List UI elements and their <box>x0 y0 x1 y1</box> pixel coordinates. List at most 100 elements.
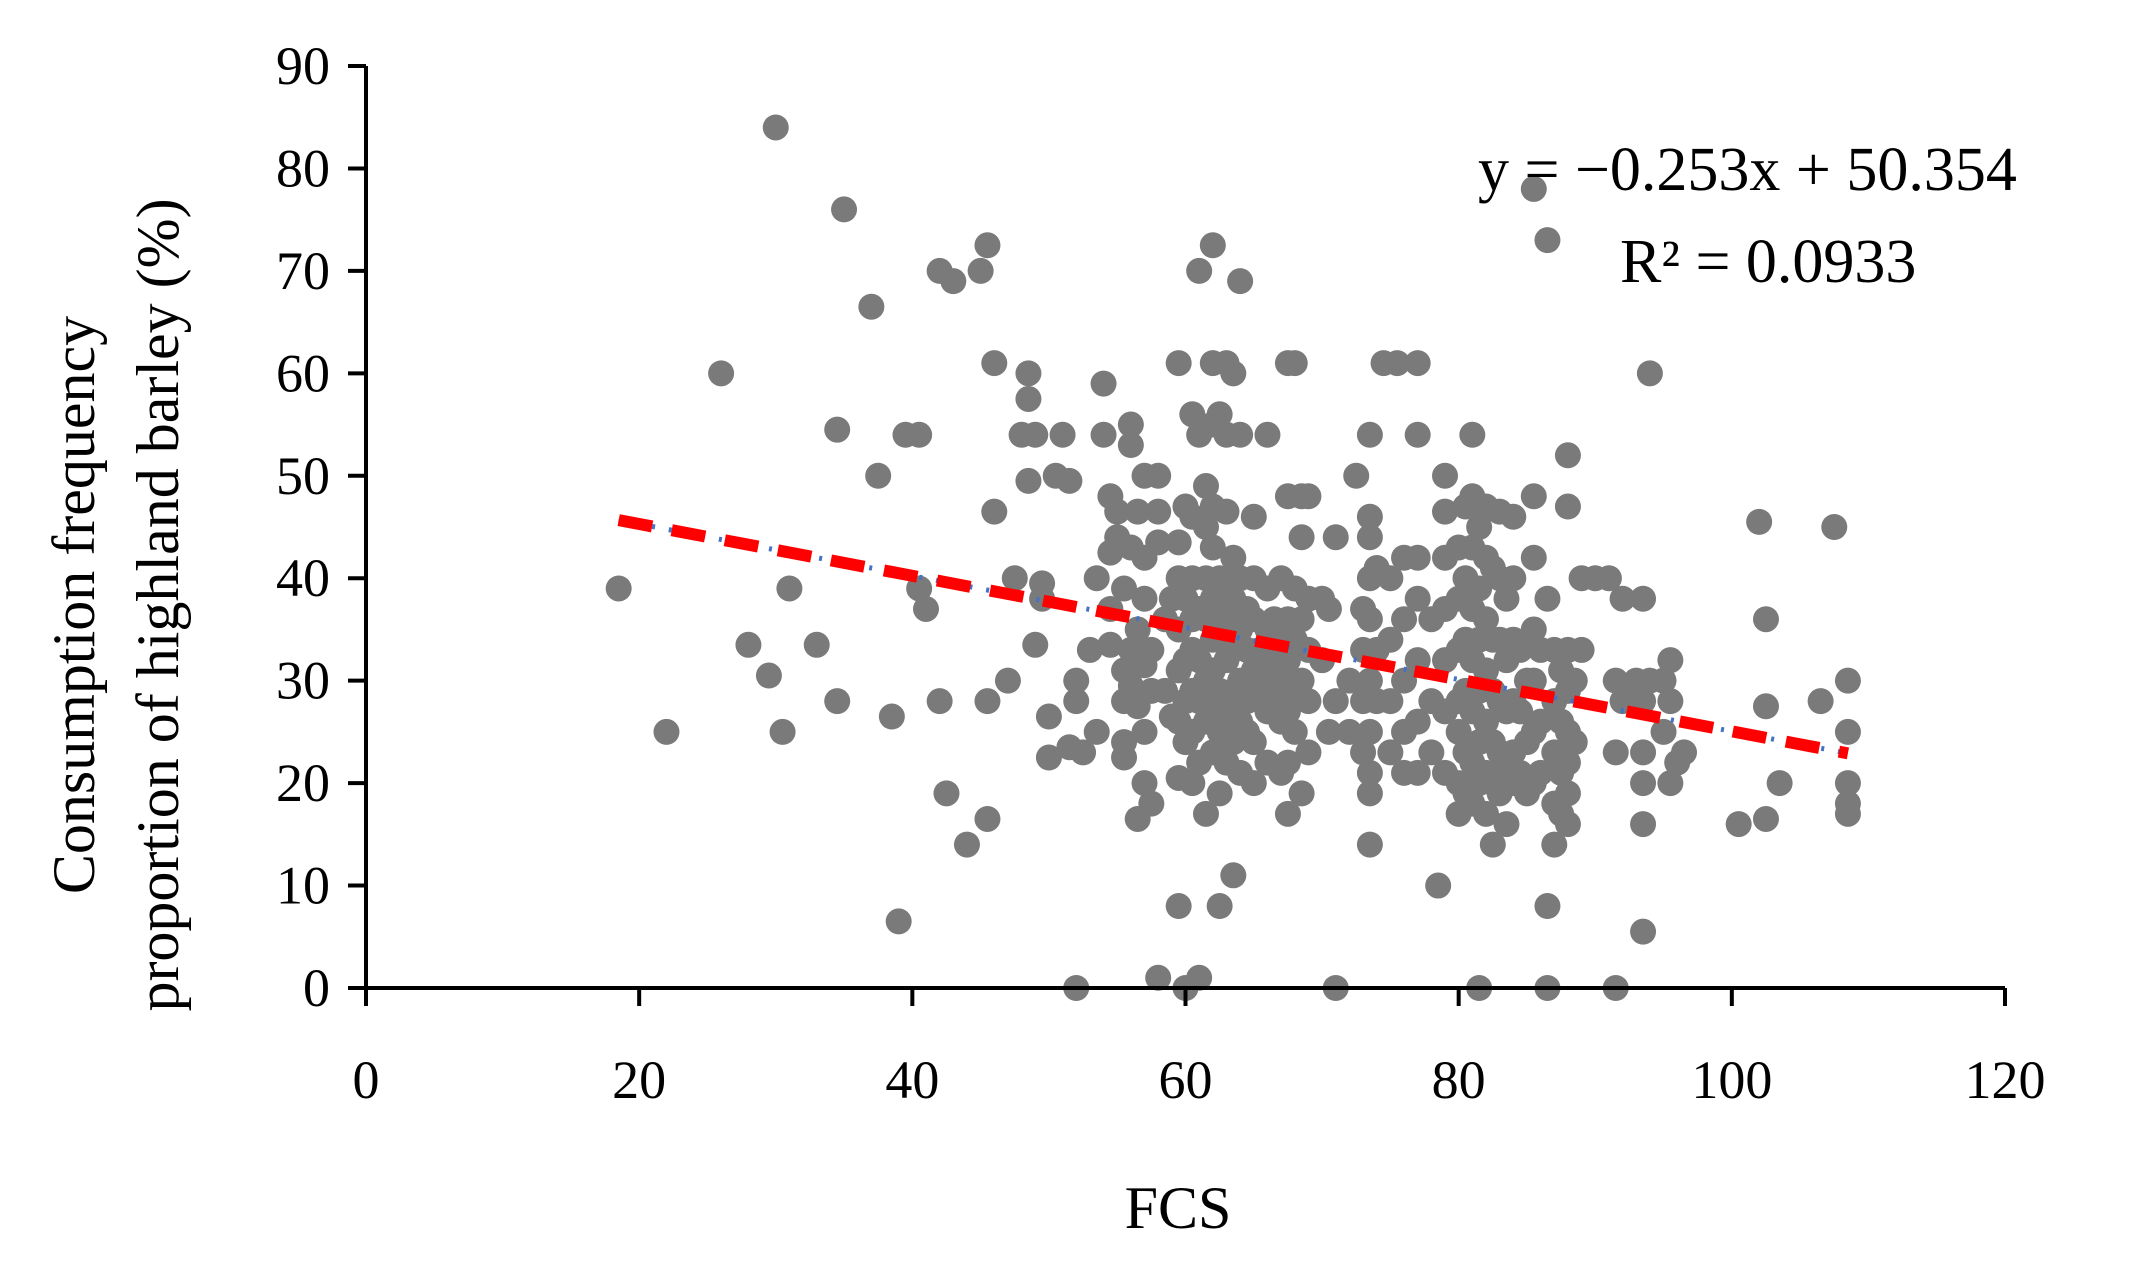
data-point <box>1288 780 1315 807</box>
data-point <box>1350 739 1377 766</box>
data-point <box>1227 421 1254 448</box>
data-point <box>1227 268 1254 295</box>
tick-labels-layer: 0 10 20 30 40 50 60 70 80 90 0 20 40 60 80 100 120 <box>276 36 2046 1110</box>
x-tick-label: 40 <box>885 1050 939 1110</box>
data-point <box>708 360 735 387</box>
data-point <box>1459 421 1486 448</box>
x-tick-label: 100 <box>1691 1050 1772 1110</box>
data-point <box>1500 565 1527 592</box>
trendline-equation: y = −0.253x + 50.354 <box>1478 136 2017 204</box>
data-point <box>1356 606 1383 633</box>
data-point <box>1295 483 1322 510</box>
x-axis-title: FCS <box>1125 1175 1232 1241</box>
data-point <box>1083 565 1110 592</box>
data-point <box>1274 647 1301 674</box>
data-point <box>1192 473 1219 500</box>
y-tick-label: 10 <box>276 856 330 916</box>
data-point <box>1315 718 1342 745</box>
y-tick-label: 40 <box>276 548 330 608</box>
data-point <box>1466 514 1493 540</box>
data-point <box>1070 739 1097 766</box>
data-point <box>824 416 851 443</box>
data-point <box>1520 483 1547 510</box>
data-point <box>1186 964 1213 991</box>
data-point <box>1131 585 1158 612</box>
data-point <box>1534 585 1561 612</box>
data-point <box>1377 626 1404 653</box>
data-point <box>1807 688 1834 715</box>
data-point <box>1220 544 1247 571</box>
data-point <box>1145 964 1172 991</box>
data-point <box>1630 770 1657 797</box>
data-point <box>1472 606 1499 633</box>
y-tick-label: 50 <box>276 446 330 506</box>
data-point <box>1131 718 1158 745</box>
data-point <box>1657 688 1684 715</box>
data-point <box>1152 677 1179 704</box>
data-point <box>1391 667 1418 694</box>
y-axis-title-line2: proportion of highland barley (%) <box>125 198 191 1011</box>
data-point <box>1213 498 1240 525</box>
data-point <box>1336 718 1363 745</box>
data-point <box>933 780 960 807</box>
data-point <box>994 667 1021 694</box>
data-point <box>1568 636 1595 663</box>
data-point <box>1315 595 1342 622</box>
data-point <box>1725 811 1752 838</box>
data-point <box>1295 739 1322 766</box>
data-point <box>1356 780 1383 807</box>
data-point <box>1554 493 1581 520</box>
data-point <box>1220 862 1247 889</box>
data-point <box>1493 811 1520 838</box>
data-point <box>1746 508 1773 535</box>
data-point <box>1165 529 1192 556</box>
data-point <box>1404 708 1431 735</box>
data-point <box>1254 421 1281 448</box>
data-point <box>1240 503 1267 530</box>
data-point <box>803 631 830 658</box>
data-point <box>1534 227 1561 254</box>
data-point <box>1322 688 1349 715</box>
data-point <box>1035 703 1062 730</box>
data-point <box>1671 739 1698 766</box>
data-point <box>1206 565 1233 592</box>
data-point <box>1288 667 1315 694</box>
data-point <box>1131 770 1158 797</box>
data-point <box>1124 498 1151 525</box>
data-point <box>1554 780 1581 807</box>
data-point <box>1404 759 1431 786</box>
data-point <box>1821 514 1848 540</box>
data-point <box>1404 585 1431 612</box>
x-tick-label: 20 <box>612 1050 666 1110</box>
data-point <box>1602 739 1629 766</box>
data-point <box>1609 585 1636 612</box>
data-point <box>858 293 885 320</box>
data-point <box>1404 647 1431 674</box>
data-point <box>1507 636 1534 663</box>
y-tick-label: 80 <box>276 138 330 198</box>
data-point <box>1377 688 1404 715</box>
y-tick-label: 0 <box>303 958 330 1018</box>
data-point <box>1206 401 1233 428</box>
data-point <box>1063 667 1090 694</box>
data-point <box>953 831 980 858</box>
data-point <box>1404 421 1431 448</box>
data-point <box>981 350 1008 377</box>
data-point <box>1554 442 1581 469</box>
data-point <box>1097 631 1124 658</box>
data-point <box>981 498 1008 525</box>
data-point <box>1165 893 1192 920</box>
data-point <box>1541 831 1568 858</box>
data-point <box>1834 667 1861 694</box>
data-point <box>1117 411 1144 438</box>
data-point <box>1240 729 1267 756</box>
data-point <box>1500 503 1527 530</box>
data-point <box>1179 401 1206 428</box>
data-point <box>1295 688 1322 715</box>
data-point <box>1022 421 1049 448</box>
data-point <box>762 114 789 141</box>
data-point <box>1630 739 1657 766</box>
data-point <box>831 196 858 223</box>
data-point <box>1602 667 1629 694</box>
data-point <box>1336 667 1363 694</box>
